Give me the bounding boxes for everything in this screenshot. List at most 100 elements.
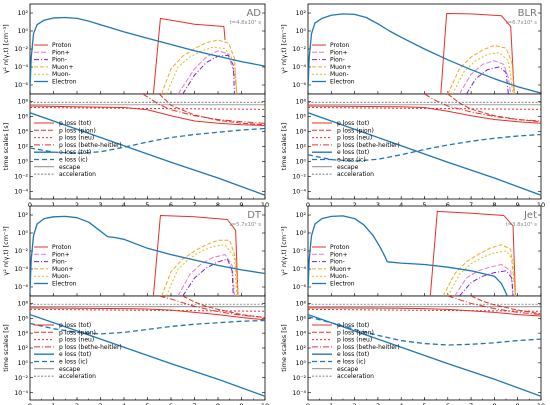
legend-label-muon: Muon- — [52, 273, 71, 280]
legend-label-p-loss-neu: p loss (neu) — [59, 337, 94, 344]
x-tick-label: 7 — [469, 201, 473, 209]
y-tick-label: 10⁰ — [18, 360, 29, 367]
legend-label-e-loss-ic: e loss (ic) — [337, 359, 366, 366]
y-tick-label: 10⁸ — [18, 301, 29, 308]
y-tick-label: 10⁸ — [296, 301, 307, 308]
x-tick-label: 9 — [516, 201, 520, 209]
y-tick-label: 10⁻⁴ — [292, 189, 306, 196]
y-tick-label: 10² — [296, 10, 307, 17]
top-series — [30, 214, 265, 296]
series-line-electron — [30, 215, 265, 292]
y-axis-label-bottom: time scales [s] — [280, 324, 288, 371]
y-tick-label: 10⁻⁴ — [14, 266, 28, 273]
legend-label-muon: Muon+ — [330, 64, 351, 71]
series-line-pion — [459, 60, 512, 94]
y-tick-label: 10⁰ — [296, 28, 307, 35]
series-line-e-loss-ic — [308, 133, 541, 162]
legend-bottom: p loss (tot)p loss (pion)p loss (neu)p l… — [312, 120, 400, 178]
y-tick-label: 10⁰ — [296, 360, 307, 367]
legend-label-p-loss-neu: p loss (neu) — [337, 135, 372, 142]
y-tick-label: 10⁻² — [292, 46, 306, 53]
panel-title: Jet — [523, 210, 537, 221]
legend-label-muon: Muon+ — [52, 266, 73, 273]
y-axis-label-top: γ² n(γ,t) [cm⁻³] — [280, 226, 288, 275]
y-tick-label: 10² — [296, 144, 307, 151]
bottom-series — [308, 296, 541, 397]
series-line-pion — [466, 66, 509, 94]
y-tick-label: 10⁰ — [296, 159, 307, 166]
legend-label-p-loss-tot: p loss (tot) — [59, 120, 91, 127]
x-tick-label: 9 — [516, 402, 520, 405]
panel-title: AD — [246, 8, 261, 19]
x-tick-label: 6 — [446, 201, 450, 209]
legend-label-p-loss-pion: p loss (pion) — [337, 127, 374, 134]
x-tick-label: 0 — [306, 201, 310, 209]
x-tick-label: 9 — [239, 201, 243, 209]
x-tick-label: 3 — [98, 402, 102, 405]
x-tick-label: 0 — [306, 402, 310, 405]
series-line-p-loss-bethe-heitler — [424, 94, 541, 122]
x-tick-label: 4 — [122, 402, 126, 405]
x-tick-label: 7 — [469, 402, 473, 405]
legend-label-e-loss-tot: e loss (tot) — [59, 149, 91, 156]
y-tick-label: 10⁰ — [18, 230, 29, 237]
bottom-series — [30, 296, 265, 397]
series-line-p-loss-neu — [30, 308, 265, 312]
y-tick-label: 10⁻⁴ — [292, 390, 306, 397]
x-tick-label: 3 — [98, 201, 102, 209]
x-tick-label: 0 — [28, 402, 32, 405]
legend-label-e-loss-ic: e loss (ic) — [59, 359, 88, 366]
series-line-muon — [165, 244, 238, 296]
bottom-series — [30, 94, 265, 196]
series-line-pion — [459, 270, 514, 296]
y-tick-label: 10⁻² — [292, 174, 306, 181]
legend-label-muon: Muon- — [330, 71, 349, 78]
legend-label-p-loss-pion: p loss (pion) — [337, 329, 374, 336]
x-tick-label: 1 — [51, 201, 55, 209]
y-tick-label: 10⁻⁴ — [292, 64, 306, 71]
y-tick-label: 10⁸ — [296, 99, 307, 106]
legend-label-electron: Electron — [330, 79, 355, 86]
x-tick-label: 4 — [122, 201, 126, 209]
x-tick-label: 2 — [353, 402, 357, 405]
series-line-electron — [308, 215, 508, 296]
x-tick-label: 7 — [192, 402, 196, 405]
y-tick-label: 10⁻⁶ — [14, 284, 28, 291]
x-tick-label: 5 — [145, 201, 149, 209]
y-tick-label: 10⁻⁶ — [292, 82, 306, 89]
y-tick-label: 10⁻⁴ — [14, 64, 28, 71]
y-axis-label-bottom: time scales [s] — [2, 123, 10, 170]
legend-label-p-loss-neu: p loss (neu) — [59, 135, 94, 142]
series-line-p-loss-bethe-heitler — [142, 94, 265, 124]
series-line-p-loss-neu — [30, 107, 265, 110]
x-tick-label: 10 — [261, 402, 269, 405]
legend-bottom: p loss (tot)p loss (pion)p loss (neu)p l… — [34, 322, 122, 380]
top-series — [308, 12, 541, 94]
x-tick-label: 0 — [28, 201, 32, 209]
x-tick-label: 1 — [51, 402, 55, 405]
legend-label-proton: Proton — [52, 42, 72, 49]
panel-time: t=3.8x10⁵ s — [506, 221, 538, 228]
series-line-p-loss-tot — [308, 307, 541, 317]
legend-bottom: p loss (tot)p loss (pion)p loss (neu)p l… — [312, 322, 400, 380]
y-axis-label-bottom: time scales [s] — [2, 324, 10, 371]
legend-label-electron: Electron — [52, 281, 77, 288]
x-tick-label: 4 — [399, 402, 403, 405]
series-line-electron — [308, 13, 541, 94]
legend-label-muon: Muon- — [330, 273, 349, 280]
panel-time: t=5.7x10⁵ s — [230, 221, 262, 228]
legend-label-escape: escape — [59, 164, 81, 171]
legend-label-acceleration: acceleration — [337, 373, 374, 380]
x-tick-label: 1 — [329, 402, 333, 405]
x-tick-label: 2 — [75, 201, 79, 209]
y-tick-label: 10⁶ — [296, 114, 307, 121]
y-tick-label: 10² — [18, 345, 29, 352]
series-line-electron — [30, 16, 265, 90]
legend-label-p-loss-pion: p loss (pion) — [59, 329, 96, 336]
legend-label-e-loss-ic: e loss (ic) — [59, 157, 88, 164]
